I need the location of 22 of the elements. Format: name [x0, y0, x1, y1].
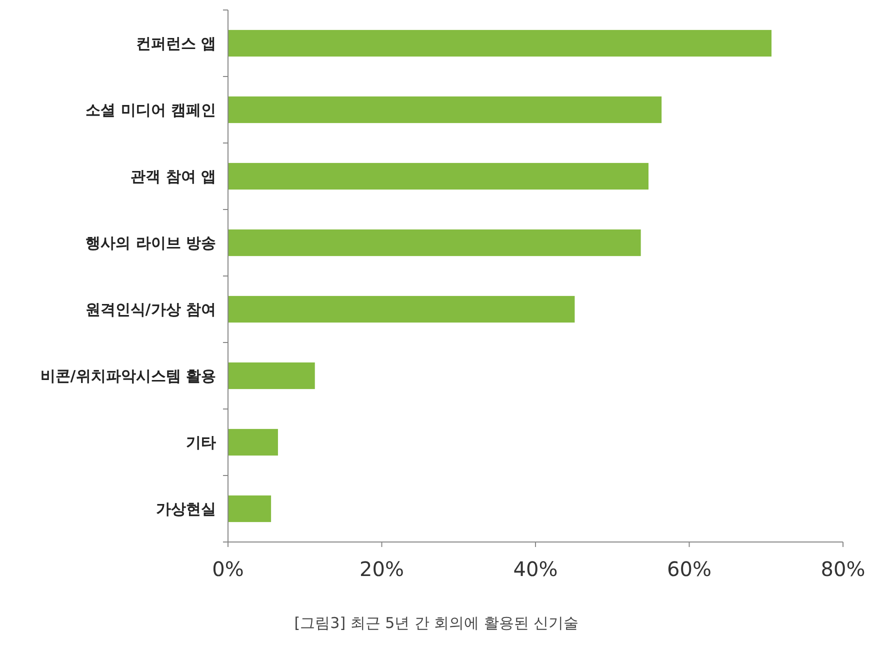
y-tick-label: 소셜 미디어 캠페인 — [86, 101, 216, 119]
bar — [228, 229, 641, 256]
bar — [228, 296, 575, 323]
y-tick-label: 원격인식/가상 참여 — [85, 300, 216, 318]
bar — [228, 362, 315, 390]
x-tick-label: 40% — [513, 557, 558, 581]
x-tick-label: 80% — [820, 557, 866, 581]
x-tick-label: 60% — [667, 557, 712, 581]
y-tick-label: 컨퍼런스 앱 — [136, 34, 216, 52]
bar — [228, 30, 772, 57]
y-tick-label: 비콘/위치파악시스템 활용 — [40, 367, 216, 385]
y-tick-label: 기타 — [186, 434, 216, 452]
x-tick-label: 0% — [212, 557, 244, 581]
bar — [228, 428, 278, 456]
y-tick-label: 가상현실 — [156, 500, 216, 518]
y-tick-label: 관객 참여 앱 — [130, 168, 216, 186]
x-tick-label: 20% — [360, 557, 404, 581]
bar — [228, 96, 662, 124]
bar — [228, 162, 649, 190]
bar — [228, 495, 272, 522]
text: [그림3] 최근 5년 간 회의에 활용된 신기술 — [294, 614, 579, 632]
y-tick-label: 행사의 라이브 방송 — [86, 234, 216, 252]
